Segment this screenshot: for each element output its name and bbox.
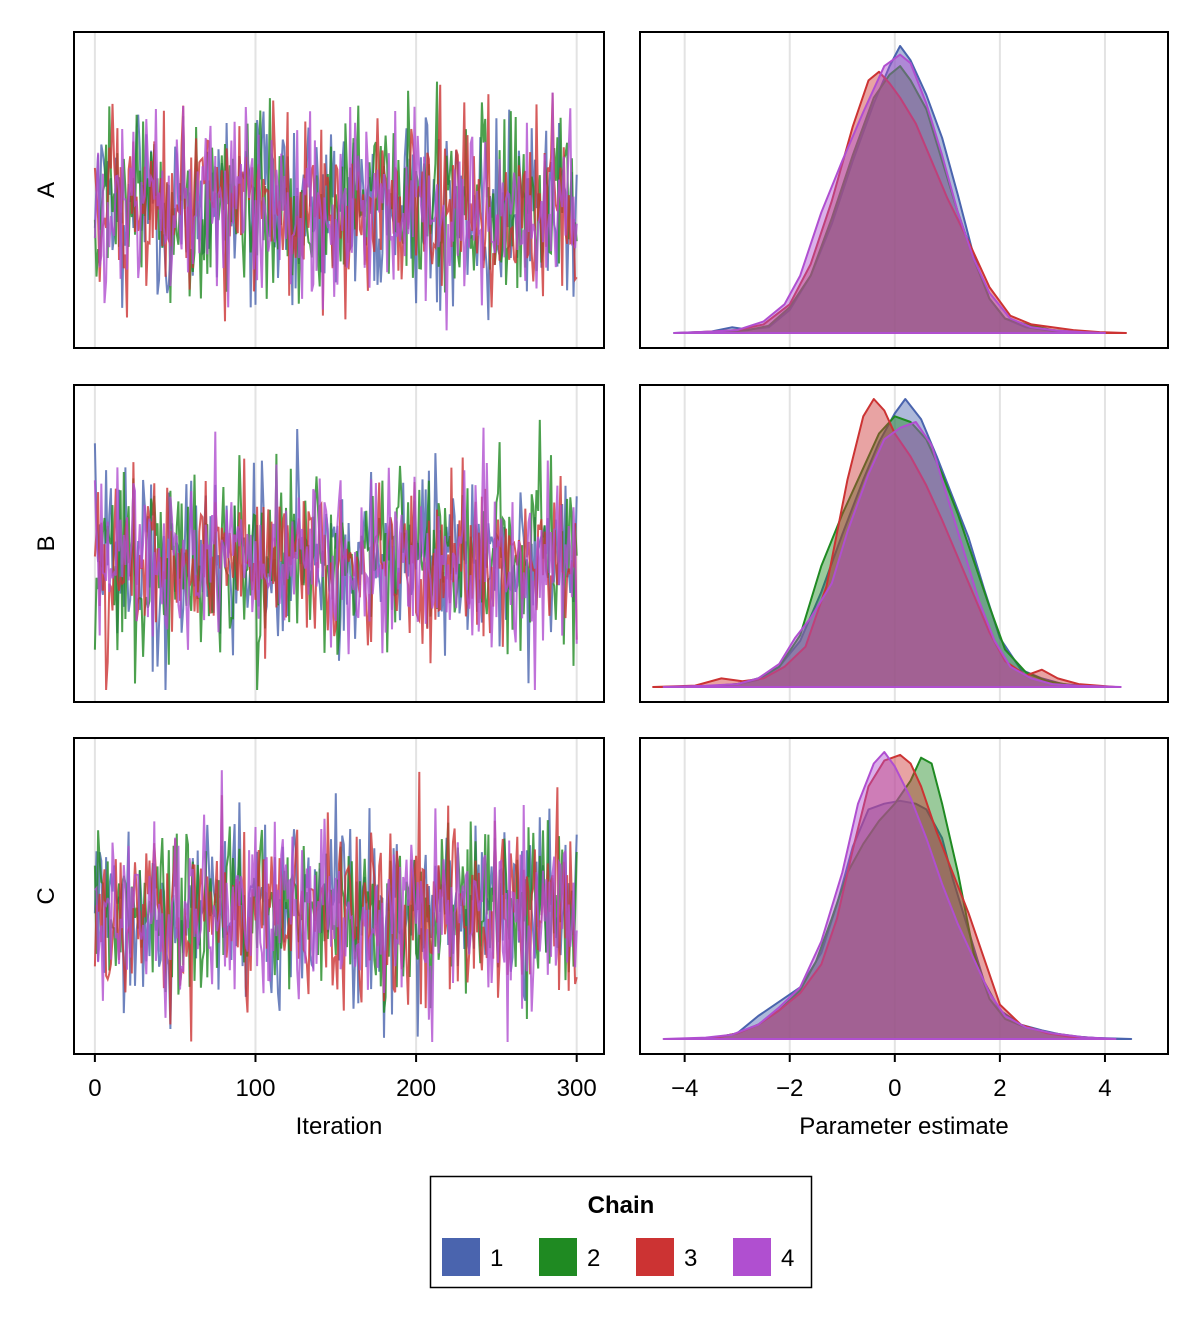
trace-frame xyxy=(73,384,605,703)
panel-row-A: A xyxy=(33,31,1169,349)
trace-x-tick-label: 300 xyxy=(557,1075,597,1102)
density-area-chain-4 xyxy=(662,751,1117,1040)
trace-panel-C: C xyxy=(33,737,605,1055)
trace-line-chain-4 xyxy=(93,427,578,691)
trace-x-tick-label: 100 xyxy=(235,1075,275,1102)
trace-line-chain-4 xyxy=(93,92,578,331)
panel-row-B: B xyxy=(33,384,1169,703)
trace-line-chain-2 xyxy=(93,419,578,691)
density-frame xyxy=(639,384,1169,703)
density-frame xyxy=(639,737,1169,1055)
density-area-chain-4 xyxy=(662,421,1122,688)
density-panel-B xyxy=(639,384,1169,703)
legend-swatch xyxy=(442,1238,480,1276)
trace-x-tick-label: 0 xyxy=(88,1075,101,1102)
legend-label: 4 xyxy=(781,1245,794,1272)
density-x-tick-label: −2 xyxy=(776,1075,803,1102)
legend-entry-4: 4 xyxy=(733,1238,794,1276)
legend-swatch xyxy=(733,1238,771,1276)
legend-swatch xyxy=(539,1238,577,1276)
density-x-axis-title: Parameter estimate xyxy=(799,1113,1008,1140)
density-area-chain-3 xyxy=(652,398,1117,688)
density-area-chain-4 xyxy=(673,53,1106,334)
density-panel-C xyxy=(639,737,1169,1055)
legend-entry-3: 3 xyxy=(636,1238,697,1276)
density-x-tick-label: −4 xyxy=(671,1075,698,1102)
legend-label: 1 xyxy=(490,1245,503,1272)
density-frame xyxy=(639,31,1169,349)
trace-frame xyxy=(73,31,605,349)
density-area-chain-3 xyxy=(678,70,1127,334)
legend-label: 3 xyxy=(684,1245,697,1272)
trace-x-axis-title: Iteration xyxy=(296,1113,383,1140)
trace-panel-B: B xyxy=(33,384,605,703)
trace-x-axis: 0 100 200 300 xyxy=(88,1054,597,1102)
density-x-axis: −4 −2 0 2 4 xyxy=(671,1054,1112,1102)
row-label-C: C xyxy=(33,887,60,904)
density-x-tick-label: 0 xyxy=(888,1075,901,1102)
legend-entries: 1 2 3 4 xyxy=(442,1238,794,1276)
density-x-tick-label: 2 xyxy=(993,1075,1006,1102)
trace-panel-A: A xyxy=(33,31,605,349)
trace-line-chain-1 xyxy=(93,109,578,321)
trace-frame xyxy=(73,737,605,1055)
density-area-chain-2 xyxy=(683,415,1096,688)
legend-title: Chain xyxy=(588,1192,655,1219)
legend: Chain 1 2 3 4 xyxy=(429,1175,813,1289)
legend-label: 2 xyxy=(587,1245,600,1272)
trace-line-chain-4 xyxy=(94,770,578,1043)
panel-row-C: C xyxy=(33,737,1169,1055)
legend-entry-1: 1 xyxy=(442,1238,503,1276)
row-label-A: A xyxy=(33,182,60,198)
legend-swatch xyxy=(636,1238,674,1276)
trace-x-tick-label: 200 xyxy=(396,1075,436,1102)
density-area-chain-2 xyxy=(694,65,1096,334)
legend-entry-2: 2 xyxy=(539,1238,600,1276)
panels: A B C xyxy=(33,31,1169,1055)
density-panel-A xyxy=(639,31,1169,349)
row-label-B: B xyxy=(33,535,60,551)
density-x-tick-label: 4 xyxy=(1098,1075,1111,1102)
